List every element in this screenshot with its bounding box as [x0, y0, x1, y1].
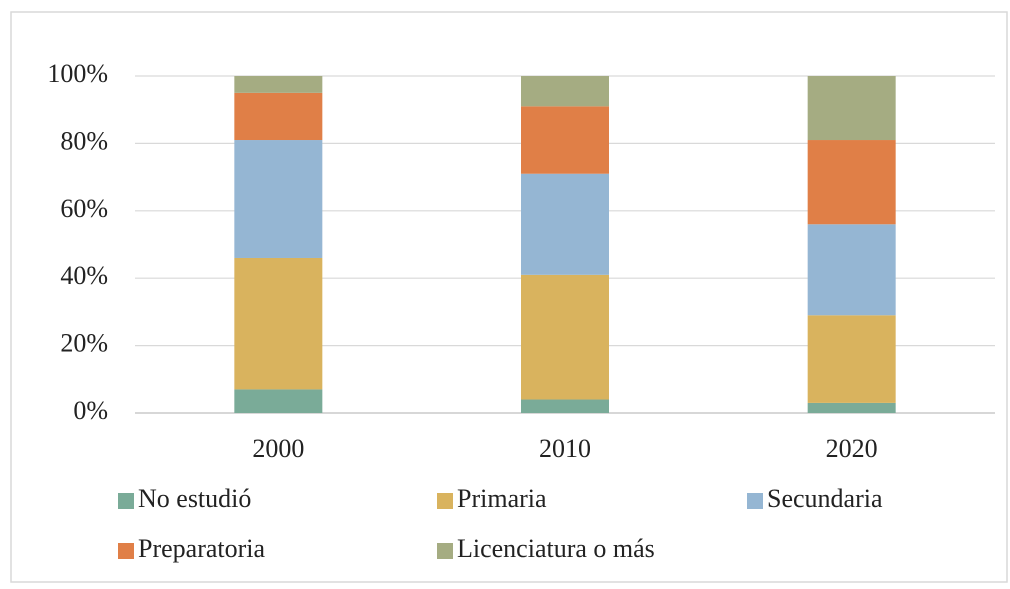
bar-segment	[807, 315, 896, 403]
legend-swatch	[747, 493, 763, 509]
bar-segment	[234, 389, 323, 413]
bar-segment	[521, 106, 609, 174]
bar-segment	[234, 257, 323, 390]
y-tick-label: 20%	[60, 329, 108, 358]
bar-segment	[234, 76, 323, 93]
bar-segment	[807, 140, 896, 225]
bar-segment	[807, 402, 896, 413]
x-tick-label: 2010	[539, 434, 591, 463]
bar-segment	[234, 92, 323, 141]
x-tick-label: 2000	[252, 434, 304, 463]
legend-swatch	[437, 543, 453, 559]
legend-label: Secundaria	[767, 484, 883, 513]
bar-segment	[521, 274, 609, 400]
legend-swatch	[437, 493, 453, 509]
y-tick-label: 60%	[60, 194, 108, 223]
y-tick-label: 40%	[60, 261, 108, 290]
x-tick-label: 2020	[826, 434, 878, 463]
bar-segment	[521, 399, 609, 413]
legend-label: No estudió	[138, 484, 251, 513]
bar-segment	[234, 140, 323, 258]
y-tick-label: 0%	[73, 396, 108, 425]
bar-segment	[807, 224, 896, 316]
bar-segment	[521, 76, 609, 107]
bar-segment	[807, 76, 896, 141]
bar-segment	[521, 173, 609, 275]
y-tick-label: 100%	[47, 59, 108, 88]
legend-label: Primaria	[457, 484, 547, 513]
legend-label: Preparatoria	[138, 534, 266, 563]
legend-swatch	[118, 493, 134, 509]
legend-label: Licenciatura o más	[457, 534, 655, 563]
y-tick-label: 80%	[60, 126, 108, 155]
legend-swatch	[118, 543, 134, 559]
